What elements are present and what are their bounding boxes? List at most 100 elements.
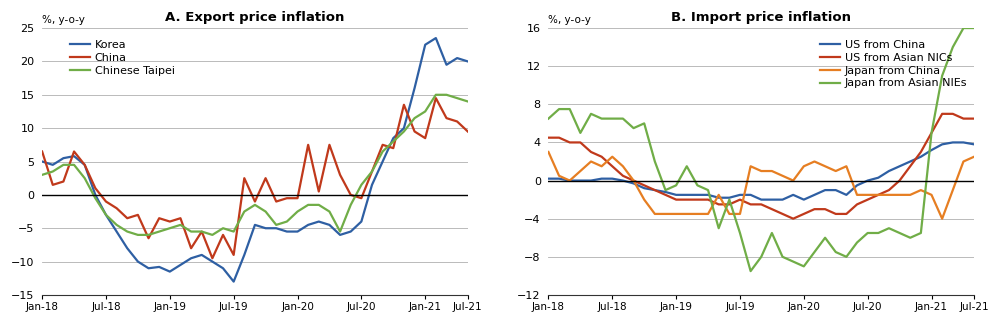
US from Asian NICs (819, 207, 831, 211)
US from Asian NICs (691, 198, 703, 202)
Japan from China (670, 212, 682, 216)
Japan from China (777, 174, 789, 178)
Korea (409, 86, 421, 90)
US from Asian NICs (681, 198, 693, 202)
Japan from Asian NIEs (659, 188, 671, 192)
Japan from Asian NIEs (713, 226, 725, 230)
US from China (840, 193, 852, 197)
US from China (617, 179, 629, 182)
US from China (596, 177, 608, 181)
US from China (766, 198, 778, 202)
Japan from Asian NIEs (723, 198, 735, 202)
Japan from China (872, 193, 884, 197)
Chinese Taipei (196, 230, 208, 234)
China (387, 146, 399, 150)
Japan from Asian NIEs (617, 117, 629, 120)
US from China (883, 169, 895, 173)
Chinese Taipei (451, 96, 463, 100)
US from China (755, 198, 767, 202)
Chinese Taipei (68, 163, 80, 167)
US from Asian NICs (808, 207, 820, 211)
US from China (904, 160, 916, 163)
China (196, 230, 208, 234)
China (377, 143, 389, 147)
China (440, 116, 452, 120)
Chinese Taipei (355, 183, 367, 187)
Chinese Taipei (164, 226, 176, 230)
Chinese Taipei (100, 213, 112, 217)
Japan from Asian NIEs (777, 255, 789, 259)
Japan from Asian NIEs (936, 74, 948, 78)
Title: A. Export price inflation: A. Export price inflation (165, 11, 345, 24)
Korea (100, 213, 112, 217)
US from China (723, 196, 735, 200)
China (228, 253, 240, 257)
Japan from China (936, 217, 948, 221)
China (164, 220, 176, 224)
Japan from China (851, 193, 863, 197)
Chinese Taipei (281, 220, 293, 224)
Korea (206, 260, 218, 264)
Line: Japan from Asian NIEs: Japan from Asian NIEs (548, 28, 974, 271)
Chinese Taipei (419, 109, 431, 113)
US from Asian NICs (830, 212, 842, 216)
Chinese Taipei (36, 173, 48, 177)
Japan from China (766, 169, 778, 173)
Chinese Taipei (153, 230, 165, 234)
China (57, 180, 69, 183)
Japan from Asian NIEs (798, 265, 810, 268)
Japan from China (596, 164, 608, 168)
US from Asian NICs (894, 179, 906, 182)
Korea (451, 56, 463, 60)
Japan from Asian NIEs (670, 183, 682, 187)
US from China (926, 148, 938, 152)
US from China (830, 188, 842, 192)
Japan from China (808, 160, 820, 163)
Japan from Asian NIEs (628, 126, 640, 130)
US from Asian NICs (553, 136, 565, 140)
Japan from Asian NIEs (926, 131, 938, 135)
Japan from Asian NIEs (691, 183, 703, 187)
US from China (851, 183, 863, 187)
Japan from Asian NIEs (968, 26, 980, 30)
Japan from Asian NIEs (606, 117, 618, 120)
China (270, 200, 282, 203)
Japan from China (681, 212, 693, 216)
Japan from China (553, 174, 565, 178)
US from Asian NICs (851, 203, 863, 206)
China (100, 200, 112, 203)
Japan from China (585, 160, 597, 163)
Japan from China (947, 188, 959, 192)
China (451, 120, 463, 123)
China (249, 200, 261, 203)
Chinese Taipei (398, 130, 410, 133)
US from Asian NICs (968, 117, 980, 120)
Japan from China (840, 164, 852, 168)
US from Asian NICs (596, 155, 608, 159)
Chinese Taipei (387, 140, 399, 143)
China (345, 193, 357, 197)
Japan from Asian NIEs (808, 250, 820, 254)
US from Asian NICs (564, 141, 576, 144)
Japan from Asian NIEs (872, 231, 884, 235)
Korea (47, 163, 59, 167)
US from Asian NICs (798, 212, 810, 216)
Japan from China (638, 198, 650, 202)
Japan from Asian NIEs (947, 45, 959, 49)
Japan from Asian NIEs (745, 269, 757, 273)
Chinese Taipei (185, 230, 197, 234)
Chinese Taipei (270, 223, 282, 227)
Line: Chinese Taipei: Chinese Taipei (42, 95, 468, 235)
US from Asian NICs (659, 193, 671, 197)
Legend: US from China, US from Asian NICs, Japan from China, Japan from Asian NIEs: US from China, US from Asian NICs, Japan… (819, 39, 969, 89)
Chinese Taipei (57, 163, 69, 167)
Japan from China (787, 179, 799, 182)
Korea (366, 183, 378, 187)
US from Asian NICs (702, 198, 714, 202)
Title: B. Import price inflation: B. Import price inflation (671, 11, 851, 24)
Korea (79, 163, 91, 167)
Japan from China (830, 169, 842, 173)
US from Asian NICs (766, 207, 778, 211)
US from China (681, 193, 693, 197)
Line: US from China: US from China (548, 142, 974, 200)
